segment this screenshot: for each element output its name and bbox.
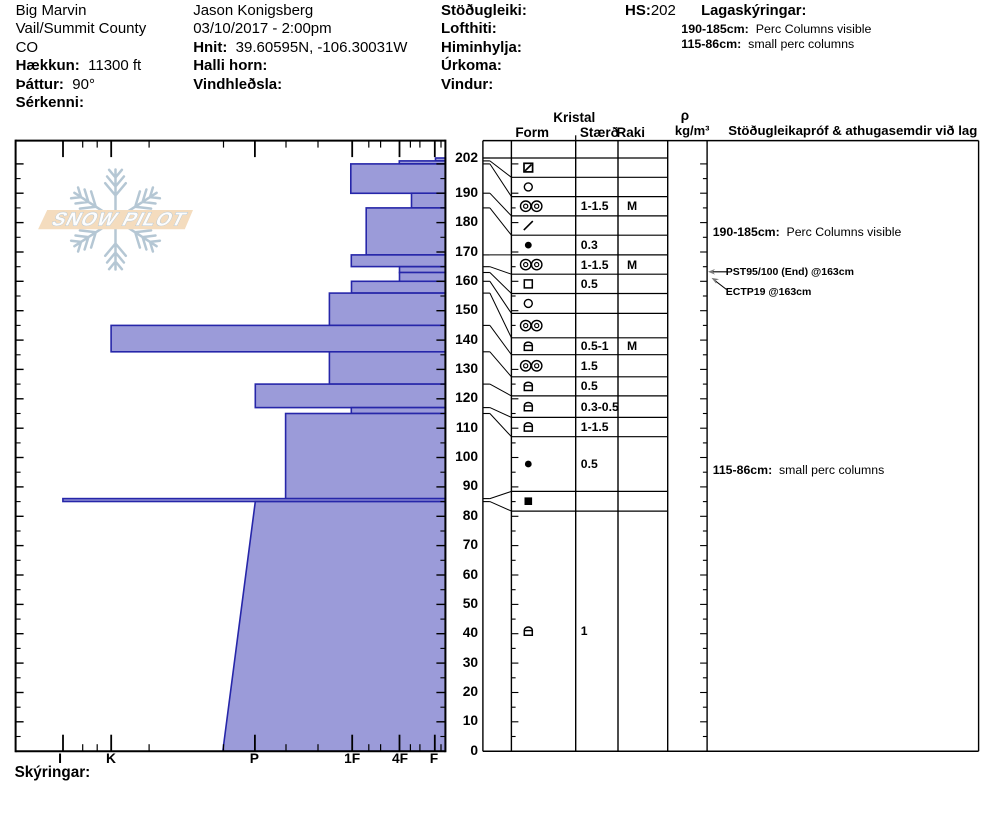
- svg-text:SNOW PILOT: SNOW PILOT: [48, 209, 190, 230]
